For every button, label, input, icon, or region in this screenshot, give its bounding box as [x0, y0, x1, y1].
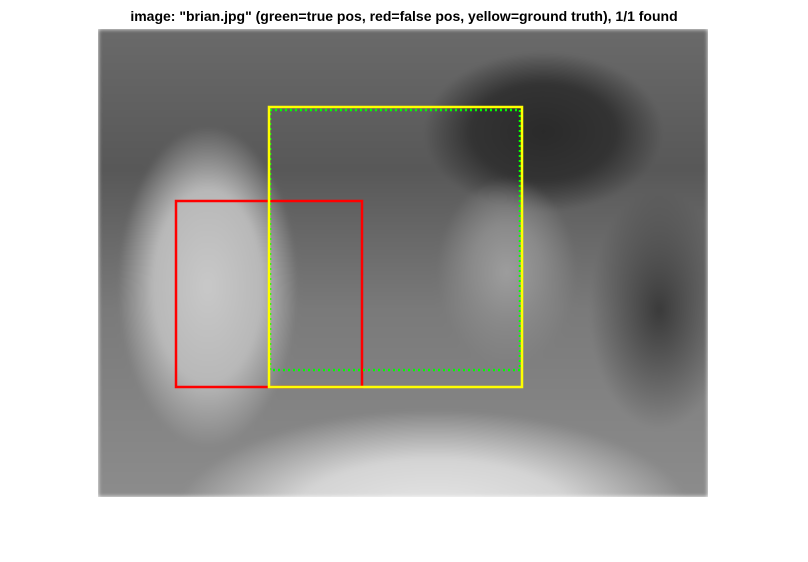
ground-truth-box: [267, 105, 524, 389]
detection-overlay: [174, 105, 524, 389]
figure-title: image: "brian.jpg" (green=true pos, red=…: [130, 8, 678, 24]
true-positive-box: [268, 108, 522, 372]
image-axes: [98, 29, 708, 497]
